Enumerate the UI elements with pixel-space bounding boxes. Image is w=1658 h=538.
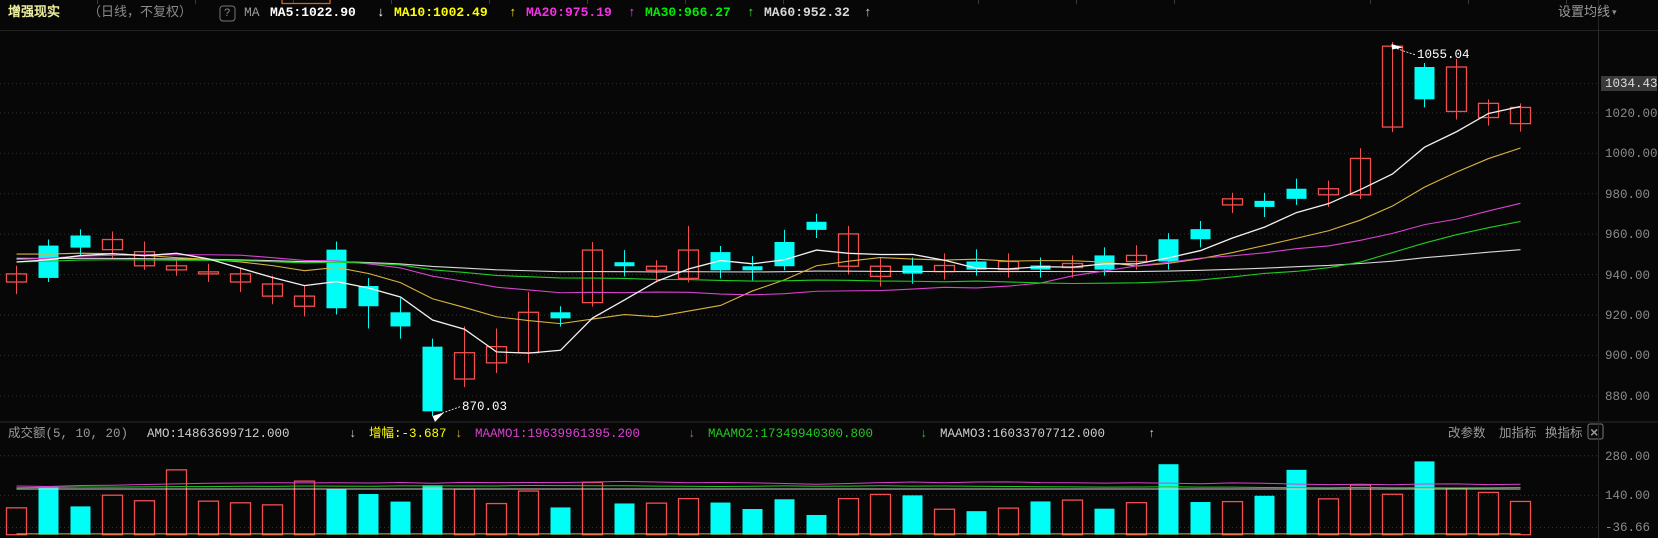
svg-text:870.03: 870.03: [462, 400, 507, 414]
svg-text:1055.04: 1055.04: [1417, 48, 1470, 62]
svg-text:换指标: 换指标: [1545, 425, 1583, 441]
svg-text:?: ?: [224, 8, 231, 20]
svg-text:加指标: 加指标: [1499, 425, 1537, 441]
svg-text:↑: ↑: [1148, 427, 1156, 441]
svg-text:940.00: 940.00: [1605, 269, 1650, 283]
svg-text:140.00: 140.00: [1605, 489, 1650, 503]
svg-text:↓: ↓: [455, 427, 463, 441]
svg-text:（日线，不复权）: （日线，不复权）: [88, 4, 192, 20]
svg-text:↑: ↑: [628, 5, 636, 20]
svg-text:MA: MA: [244, 5, 260, 20]
svg-text:280.00: 280.00: [1605, 450, 1650, 464]
svg-text:↑: ↑: [747, 5, 755, 20]
svg-text:MA20:975.19: MA20:975.19: [526, 5, 612, 20]
svg-text:MAAMO2:17349940300.800: MAAMO2:17349940300.800: [708, 427, 873, 441]
svg-text:↑: ↑: [509, 5, 517, 20]
svg-text:↑: ↑: [864, 5, 872, 20]
svg-text:↓: ↓: [377, 5, 385, 20]
svg-text:MA5:1022.90: MA5:1022.90: [270, 5, 356, 20]
svg-text:▾: ▾: [1612, 8, 1617, 18]
svg-text:1034.43: 1034.43: [1605, 77, 1658, 91]
svg-text:↓: ↓: [920, 427, 928, 441]
svg-text:980.00: 980.00: [1605, 188, 1650, 202]
svg-text:MA10:1002.49: MA10:1002.49: [394, 5, 488, 20]
svg-text:960.00: 960.00: [1605, 228, 1650, 242]
svg-text:920.00: 920.00: [1605, 309, 1650, 323]
svg-text:1020.00: 1020.00: [1605, 107, 1658, 121]
svg-text:MAAMO1:19639961395.200: MAAMO1:19639961395.200: [475, 427, 640, 441]
svg-text:×: ×: [1590, 426, 1598, 442]
svg-text:880.00: 880.00: [1605, 390, 1650, 404]
svg-text:↓: ↓: [688, 427, 696, 441]
svg-text:成交额(5, 10, 20): 成交额(5, 10, 20): [8, 425, 128, 441]
svg-text:增强现实: 增强现实: [8, 4, 60, 20]
svg-text:↓: ↓: [349, 427, 357, 441]
svg-text:改参数: 改参数: [1448, 425, 1486, 441]
svg-text:MAAMO3:16033707712.000: MAAMO3:16033707712.000: [940, 427, 1105, 441]
svg-text:增幅:-3.687: 增幅:-3.687: [369, 425, 447, 441]
svg-text:MA60:952.32: MA60:952.32: [764, 5, 850, 20]
svg-text:-36.66: -36.66: [1605, 521, 1650, 535]
svg-text:设置均线: 设置均线: [1558, 5, 1610, 20]
svg-text:AMO:14863699712.000: AMO:14863699712.000: [147, 427, 290, 441]
svg-text:900.00: 900.00: [1605, 349, 1650, 363]
svg-text:MA30:966.27: MA30:966.27: [645, 5, 731, 20]
svg-text:1000.00: 1000.00: [1605, 147, 1658, 161]
